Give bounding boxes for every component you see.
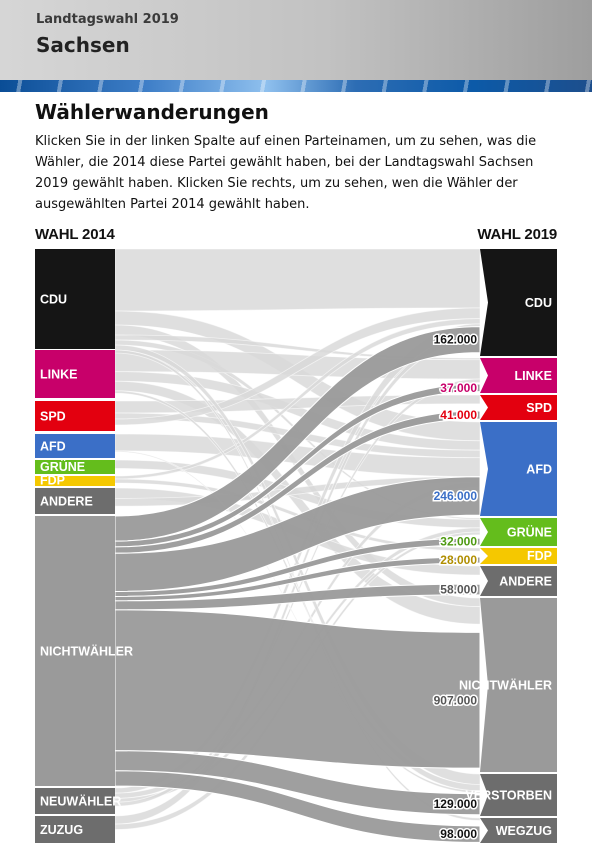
right-node-label[interactable]: NICHTWÄHLER — [459, 678, 552, 693]
selected-flow[interactable] — [114, 609, 481, 769]
selected-flow[interactable] — [114, 770, 481, 843]
right-node-label[interactable]: VERSTORBEN — [465, 789, 552, 803]
right-node-spd[interactable] — [480, 395, 557, 420]
left-node-nichtwaehler[interactable] — [35, 516, 115, 786]
right-node-afd[interactable] — [480, 422, 557, 516]
right-node-label[interactable]: CDU — [525, 296, 552, 310]
left-node-gruene[interactable] — [35, 460, 115, 474]
right-node-fdp[interactable] — [480, 548, 557, 564]
background-flow — [114, 248, 481, 312]
right-column: CDU LINKE SPD AFD GRÜNE FDP ANDERE NICHTWÄHLER V… — [459, 249, 557, 843]
header-decorative-band — [0, 80, 592, 92]
header-title: Sachsen — [36, 33, 130, 57]
right-node-label[interactable]: LINKE — [515, 369, 553, 383]
left-node-cdu[interactable] — [35, 249, 115, 349]
left-node-label[interactable]: ZUZUG — [40, 823, 83, 837]
left-node-label[interactable]: GRÜNE — [40, 459, 85, 474]
selected-flows — [114, 326, 481, 843]
page-title: Wählerwanderungen — [35, 100, 269, 124]
left-node-label[interactable]: ANDERE — [40, 495, 93, 509]
flow-value-label: 32.000 — [440, 534, 477, 548]
left-column-header: WAHL 2014 — [35, 226, 115, 243]
right-node-nichtwaehler[interactable] — [480, 598, 557, 772]
left-node-neuwaehler[interactable] — [35, 788, 115, 814]
right-node-label[interactable]: FDP — [527, 549, 552, 563]
selected-flow[interactable] — [114, 583, 481, 611]
right-node-label[interactable]: ANDERE — [499, 575, 552, 589]
left-node-label[interactable]: CDU — [40, 293, 67, 307]
selected-flow[interactable] — [114, 410, 481, 554]
selected-flow[interactable] — [114, 537, 481, 597]
flow-value-label: 37.000 — [440, 381, 477, 395]
selected-flow[interactable] — [114, 750, 481, 816]
flow-value-label: 41.000 — [440, 408, 477, 422]
right-node-label[interactable]: SPD — [526, 401, 552, 415]
flow-value-labels: 162.000 37.000 41.000 246.000 32.000 28.000 58… — [432, 331, 479, 843]
left-node-label[interactable]: AFD — [40, 440, 66, 454]
page-header: Landtagswahl 2019 Sachsen — [0, 0, 592, 80]
right-node-wegzug[interactable] — [480, 818, 557, 843]
flow-value-label: 58.000 — [440, 582, 477, 596]
left-node-andere[interactable] — [35, 488, 115, 514]
left-node-label[interactable]: SPD — [40, 410, 66, 424]
right-node-linke[interactable] — [480, 358, 557, 393]
selected-flow[interactable] — [114, 476, 481, 593]
selected-flow[interactable] — [114, 383, 481, 548]
left-node-label[interactable]: FDP — [40, 474, 65, 488]
flow-value-label: 129.000 — [434, 797, 478, 811]
right-node-label[interactable]: WEGZUG — [496, 824, 552, 838]
flow-value-label: 28.000 — [440, 553, 477, 567]
flow-value-label: 98.000 — [440, 827, 477, 841]
flow-value-label: 162.000 — [434, 333, 478, 347]
flow-value-label: 246.000 — [434, 489, 478, 503]
right-node-cdu[interactable] — [480, 249, 557, 356]
right-node-label[interactable]: AFD — [526, 463, 552, 477]
left-node-zuzug[interactable] — [35, 816, 115, 843]
right-node-label[interactable]: GRÜNE — [507, 525, 552, 540]
left-node-linke[interactable] — [35, 350, 115, 398]
right-node-andere[interactable] — [480, 566, 557, 596]
flow-value-label: 907.000 — [434, 693, 478, 707]
right-column-header: WAHL 2019 — [477, 226, 557, 243]
left-node-label[interactable]: NEUWÄHLER — [40, 794, 121, 809]
left-node-label[interactable]: LINKE — [40, 368, 78, 382]
left-node-label[interactable]: NICHTWÄHLER — [40, 644, 133, 659]
header-kicker: Landtagswahl 2019 — [36, 12, 179, 27]
left-node-fdp[interactable] — [35, 476, 115, 486]
selected-flow[interactable] — [114, 556, 481, 602]
intro-text: Klicken Sie in der linken Spalte auf ein… — [35, 134, 537, 212]
left-node-spd[interactable] — [35, 401, 115, 431]
left-node-afd[interactable] — [35, 434, 115, 458]
selected-flow[interactable] — [114, 326, 481, 542]
right-node-verstorben[interactable] — [480, 774, 557, 816]
right-node-gruene[interactable] — [480, 518, 557, 546]
